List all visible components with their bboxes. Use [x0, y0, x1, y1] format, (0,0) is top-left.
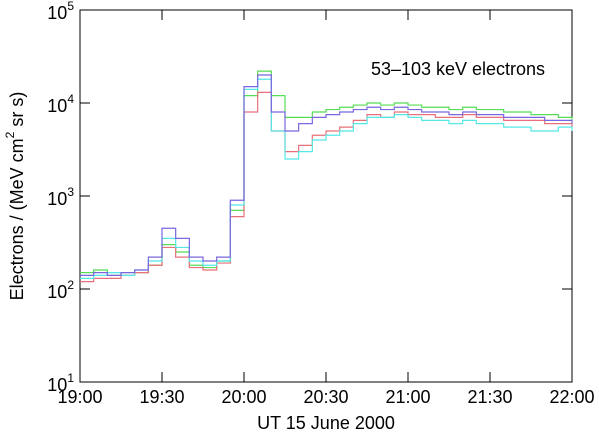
y-axis-label: Electrons / (MeV cm2​ sr s)	[3, 92, 27, 301]
series-line	[80, 91, 573, 283]
y-tick-label: 104​	[47, 92, 74, 116]
x-tick-label: 21:30	[467, 387, 512, 407]
x-tick-label: 21:00	[385, 387, 430, 407]
annotation: 53–103 keV electrons	[371, 59, 545, 79]
series-line	[80, 70, 573, 277]
y-tick-label: 102​	[47, 278, 74, 302]
x-tick-label: 19:00	[57, 387, 102, 407]
x-tick-label: 20:00	[221, 387, 266, 407]
x-tick-label: 19:30	[139, 387, 184, 407]
x-tick-label: 20:30	[303, 387, 348, 407]
y-tick-label: 103​	[47, 185, 74, 209]
series-line	[80, 74, 573, 277]
x-axis-label: UT 15 June 2000	[257, 413, 395, 433]
y-tick-label: 101​	[47, 371, 74, 395]
y-tick-label: 105​	[47, 0, 74, 23]
x-tick-label: 22:00	[549, 387, 594, 407]
